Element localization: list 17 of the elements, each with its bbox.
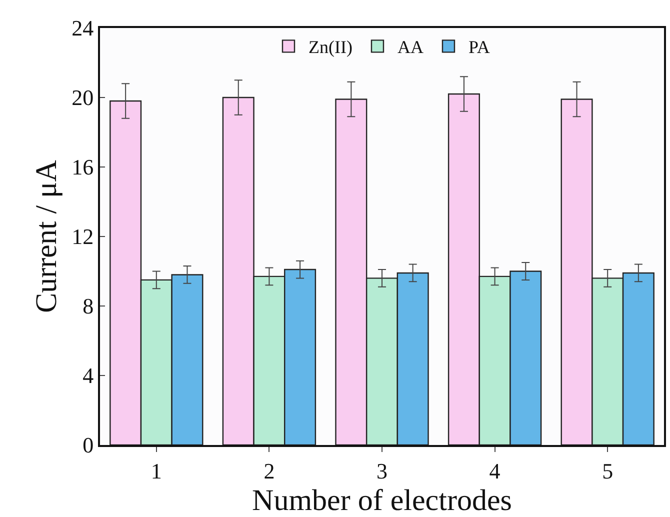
x-tick-label: 3: [376, 458, 388, 484]
y-tick-label: 24: [72, 16, 94, 41]
x-tick-label: 5: [602, 458, 614, 484]
legend-label: AA: [397, 37, 424, 58]
y-tick-label: 16: [72, 154, 94, 180]
y-tick-label: 0: [82, 432, 94, 458]
y-axis-title: Current / μA: [30, 160, 64, 313]
x-tick-label: 1: [150, 458, 162, 484]
y-tick-label: 4: [82, 363, 94, 388]
y-tick-label: 12: [72, 224, 94, 250]
x-tick-label: 2: [264, 458, 275, 484]
x-axis-title: Number of electrodes: [252, 484, 512, 517]
legend-label: Zn(II): [308, 37, 352, 58]
y-tick-label: 8: [82, 294, 94, 319]
legend-label: PA: [468, 37, 490, 58]
y-tick-label: 20: [72, 85, 94, 110]
x-tick-label: 4: [489, 458, 500, 484]
